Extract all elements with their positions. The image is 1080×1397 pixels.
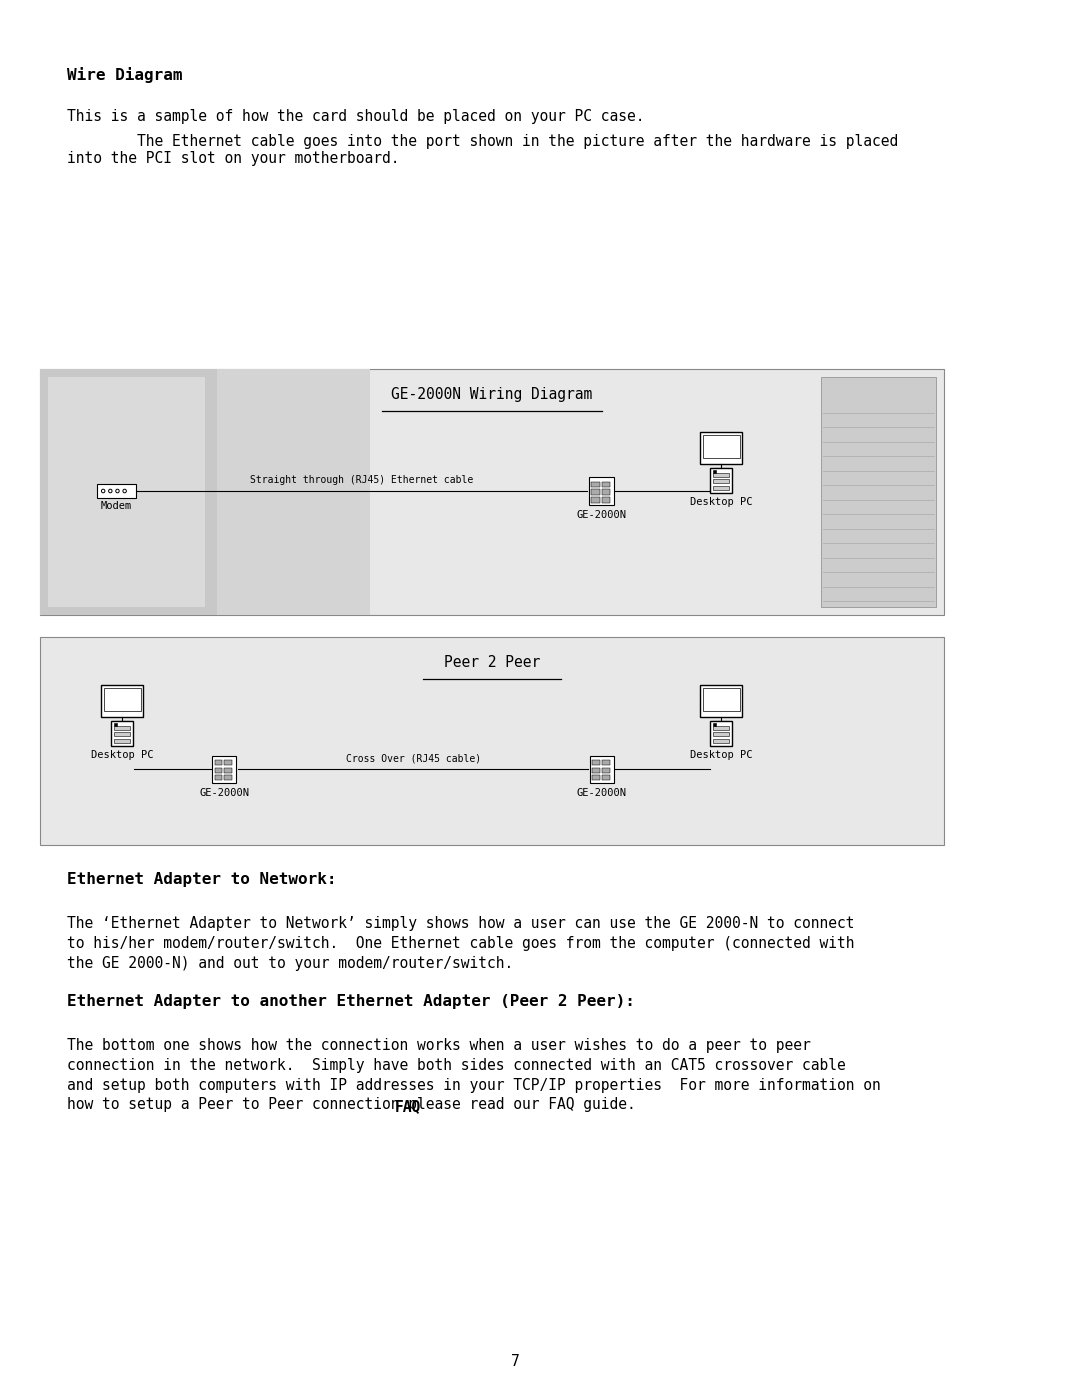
Bar xyxy=(713,471,716,474)
Bar xyxy=(217,369,369,615)
Text: Modem: Modem xyxy=(100,502,132,511)
Text: GE-2000N: GE-2000N xyxy=(577,788,626,798)
Bar xyxy=(713,732,729,736)
Text: This is a sample of how the card should be placed on your PC case.: This is a sample of how the card should … xyxy=(67,109,645,124)
Bar xyxy=(225,775,232,781)
Bar xyxy=(40,369,944,615)
Bar xyxy=(602,767,609,773)
Text: GE-2000N: GE-2000N xyxy=(577,510,626,520)
Bar xyxy=(713,724,716,726)
Text: Straight through (RJ45) Ethernet cable: Straight through (RJ45) Ethernet cable xyxy=(251,475,474,485)
Bar xyxy=(213,756,237,782)
Bar xyxy=(703,434,740,458)
Bar xyxy=(215,775,222,781)
Text: GE-2000N: GE-2000N xyxy=(200,788,249,798)
Bar xyxy=(40,637,944,845)
Bar xyxy=(215,760,222,766)
Text: Cross Over (RJ45 cable): Cross Over (RJ45 cable) xyxy=(346,753,481,763)
Bar xyxy=(591,497,599,503)
Bar xyxy=(48,377,205,608)
Text: 7: 7 xyxy=(511,1354,521,1369)
Bar xyxy=(591,482,599,488)
Bar xyxy=(822,377,936,608)
Bar xyxy=(225,767,232,773)
Text: Desktop PC: Desktop PC xyxy=(690,750,753,760)
Bar xyxy=(592,767,599,773)
Text: The bottom one shows how the connection works when a user wishes to do a peer to: The bottom one shows how the connection … xyxy=(67,1038,880,1112)
Bar xyxy=(592,760,599,766)
Bar xyxy=(215,767,222,773)
Text: Wire Diagram: Wire Diagram xyxy=(67,67,183,82)
Bar xyxy=(589,476,615,506)
Text: GE-2000N Wiring Diagram: GE-2000N Wiring Diagram xyxy=(391,387,593,402)
Bar xyxy=(102,685,144,717)
Text: Desktop PC: Desktop PC xyxy=(91,750,153,760)
Bar xyxy=(114,726,131,731)
Bar xyxy=(713,474,729,478)
Bar xyxy=(602,497,610,503)
Text: Ethernet Adapter to another Ethernet Adapter (Peer 2 Peer):: Ethernet Adapter to another Ethernet Ada… xyxy=(67,995,635,1009)
Bar xyxy=(602,775,609,781)
Bar xyxy=(225,760,232,766)
Text: FAQ: FAQ xyxy=(395,1099,421,1115)
Text: Desktop PC: Desktop PC xyxy=(690,497,753,507)
Bar xyxy=(713,726,729,731)
Bar xyxy=(114,724,118,726)
Bar xyxy=(700,432,742,464)
Bar xyxy=(713,479,729,483)
Bar xyxy=(114,739,131,743)
Text: Ethernet Adapter to Network:: Ethernet Adapter to Network: xyxy=(67,872,336,887)
Bar xyxy=(700,685,742,717)
Bar xyxy=(710,721,732,746)
Text: The ‘Ethernet Adapter to Network’ simply shows how a user can use the GE 2000-N : The ‘Ethernet Adapter to Network’ simply… xyxy=(67,916,854,971)
Bar xyxy=(713,739,729,743)
Bar xyxy=(97,485,136,497)
Bar xyxy=(713,486,729,490)
Bar xyxy=(602,760,609,766)
Bar xyxy=(104,687,140,711)
Text: Peer 2 Peer: Peer 2 Peer xyxy=(444,655,540,671)
Text: The Ethernet cable goes into the port shown in the picture after the hardware is: The Ethernet cable goes into the port sh… xyxy=(67,134,899,166)
Bar xyxy=(40,369,217,615)
Bar xyxy=(590,756,613,782)
Bar xyxy=(114,732,131,736)
Bar xyxy=(703,687,740,711)
Bar xyxy=(602,482,610,488)
Bar xyxy=(602,489,610,495)
Bar xyxy=(111,721,133,746)
Bar xyxy=(710,468,732,493)
Bar xyxy=(592,775,599,781)
Bar xyxy=(591,489,599,495)
